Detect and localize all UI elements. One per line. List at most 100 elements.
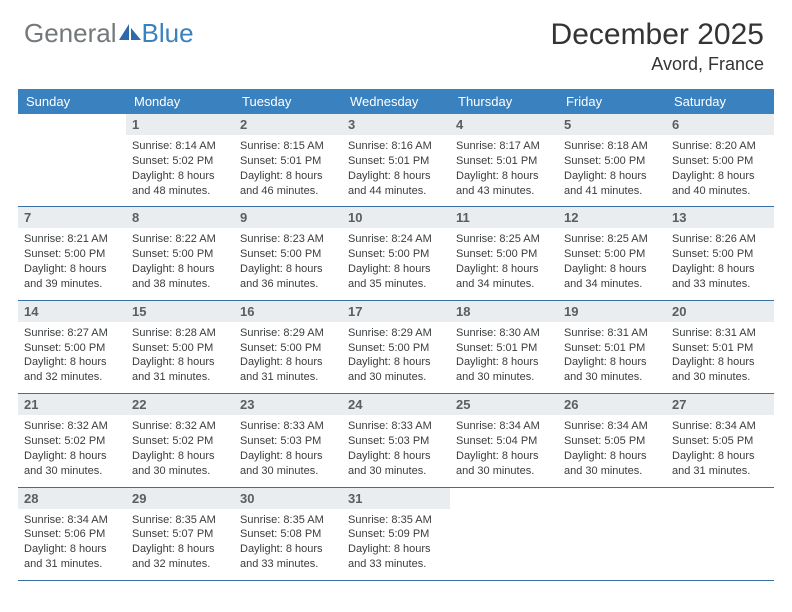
day-number: 25 bbox=[450, 394, 558, 415]
day-cell bbox=[558, 488, 666, 580]
day-details: Sunrise: 8:35 AM Sunset: 5:08 PM Dayligh… bbox=[240, 513, 336, 572]
day-details: Sunrise: 8:25 AM Sunset: 5:00 PM Dayligh… bbox=[564, 232, 660, 291]
day-number: 17 bbox=[342, 301, 450, 322]
day-details: Sunrise: 8:32 AM Sunset: 5:02 PM Dayligh… bbox=[132, 419, 228, 478]
weekday-header: Tuesday bbox=[234, 89, 342, 114]
day-cell: 17 Sunrise: 8:29 AM Sunset: 5:00 PM Dayli… bbox=[342, 301, 450, 393]
day-details: Sunrise: 8:24 AM Sunset: 5:00 PM Dayligh… bbox=[348, 232, 444, 291]
day-details: Sunrise: 8:34 AM Sunset: 5:06 PM Dayligh… bbox=[24, 513, 120, 572]
day-cell: 3 Sunrise: 8:16 AM Sunset: 5:01 PM Daylig… bbox=[342, 114, 450, 206]
day-details: Sunrise: 8:28 AM Sunset: 5:00 PM Dayligh… bbox=[132, 326, 228, 385]
day-cell: 22 Sunrise: 8:32 AM Sunset: 5:02 PM Dayli… bbox=[126, 394, 234, 486]
week-row: 28 Sunrise: 8:34 AM Sunset: 5:06 PM Dayli… bbox=[18, 488, 774, 581]
day-cell: 7Sunrise: 8:21 AM Sunset: 5:00 PM Daylig… bbox=[18, 207, 126, 299]
day-number: 24 bbox=[342, 394, 450, 415]
day-details: Sunrise: 8:26 AM Sunset: 5:00 PM Dayligh… bbox=[672, 232, 768, 291]
day-details: Sunrise: 8:34 AM Sunset: 5:04 PM Dayligh… bbox=[456, 419, 552, 478]
day-number: 10 bbox=[342, 207, 450, 228]
day-number: 18 bbox=[450, 301, 558, 322]
day-details: Sunrise: 8:33 AM Sunset: 5:03 PM Dayligh… bbox=[240, 419, 336, 478]
day-cell bbox=[666, 488, 774, 580]
day-details: Sunrise: 8:25 AM Sunset: 5:00 PM Dayligh… bbox=[456, 232, 552, 291]
week-row: 21 Sunrise: 8:32 AM Sunset: 5:02 PM Dayli… bbox=[18, 394, 774, 487]
day-details: Sunrise: 8:16 AM Sunset: 5:01 PM Dayligh… bbox=[348, 139, 444, 198]
day-details: Sunrise: 8:32 AM Sunset: 5:02 PM Dayligh… bbox=[24, 419, 120, 478]
day-cell: 23 Sunrise: 8:33 AM Sunset: 5:03 PM Dayli… bbox=[234, 394, 342, 486]
day-number: 3 bbox=[342, 114, 450, 135]
day-number: 16 bbox=[234, 301, 342, 322]
day-details: Sunrise: 8:14 AM Sunset: 5:02 PM Dayligh… bbox=[132, 139, 228, 198]
day-details: Sunrise: 8:29 AM Sunset: 5:00 PM Dayligh… bbox=[240, 326, 336, 385]
day-number: 11 bbox=[450, 207, 558, 228]
day-details: Sunrise: 8:18 AM Sunset: 5:00 PM Dayligh… bbox=[564, 139, 660, 198]
day-details: Sunrise: 8:29 AM Sunset: 5:00 PM Dayligh… bbox=[348, 326, 444, 385]
day-details: Sunrise: 8:21 AM Sunset: 5:00 PM Dayligh… bbox=[24, 232, 120, 291]
day-cell: 18Sunrise: 8:30 AM Sunset: 5:01 PM Dayli… bbox=[450, 301, 558, 393]
calendar: Sunday Monday Tuesday Wednesday Thursday… bbox=[18, 89, 774, 581]
day-cell: 25 Sunrise: 8:34 AM Sunset: 5:04 PM Dayli… bbox=[450, 394, 558, 486]
weekday-header: Thursday bbox=[450, 89, 558, 114]
day-cell: 10 Sunrise: 8:24 AM Sunset: 5:00 PM Dayli… bbox=[342, 207, 450, 299]
weekday-header: Friday bbox=[558, 89, 666, 114]
day-number: 27 bbox=[666, 394, 774, 415]
day-number: 6 bbox=[666, 114, 774, 135]
day-details: Sunrise: 8:17 AM Sunset: 5:01 PM Dayligh… bbox=[456, 139, 552, 198]
day-details: Sunrise: 8:20 AM Sunset: 5:00 PM Dayligh… bbox=[672, 139, 768, 198]
day-cell bbox=[18, 114, 126, 206]
day-cell: 31 Sunrise: 8:35 AM Sunset: 5:09 PM Dayli… bbox=[342, 488, 450, 580]
weekday-header: Wednesday bbox=[342, 89, 450, 114]
day-number: 31 bbox=[342, 488, 450, 509]
day-number: 12 bbox=[558, 207, 666, 228]
day-number: 22 bbox=[126, 394, 234, 415]
week-row: 14Sunrise: 8:27 AM Sunset: 5:00 PM Dayli… bbox=[18, 301, 774, 394]
day-cell: 1Sunrise: 8:14 AM Sunset: 5:02 PM Daylig… bbox=[126, 114, 234, 206]
day-number: 2 bbox=[234, 114, 342, 135]
day-number: 21 bbox=[18, 394, 126, 415]
day-number: 15 bbox=[126, 301, 234, 322]
day-details: Sunrise: 8:33 AM Sunset: 5:03 PM Dayligh… bbox=[348, 419, 444, 478]
day-cell: 28 Sunrise: 8:34 AM Sunset: 5:06 PM Dayli… bbox=[18, 488, 126, 580]
day-details: Sunrise: 8:27 AM Sunset: 5:00 PM Dayligh… bbox=[24, 326, 120, 385]
logo: General Blue bbox=[24, 18, 194, 49]
day-cell bbox=[450, 488, 558, 580]
day-cell: 16 Sunrise: 8:29 AM Sunset: 5:00 PM Dayli… bbox=[234, 301, 342, 393]
day-cell: 2 Sunrise: 8:15 AM Sunset: 5:01 PM Daylig… bbox=[234, 114, 342, 206]
day-number: 23 bbox=[234, 394, 342, 415]
week-row: 1Sunrise: 8:14 AM Sunset: 5:02 PM Daylig… bbox=[18, 114, 774, 207]
logo-sail-icon bbox=[119, 18, 141, 49]
day-details: Sunrise: 8:35 AM Sunset: 5:09 PM Dayligh… bbox=[348, 513, 444, 572]
day-number: 5 bbox=[558, 114, 666, 135]
day-cell: 13 Sunrise: 8:26 AM Sunset: 5:00 PM Dayli… bbox=[666, 207, 774, 299]
day-cell: 26 Sunrise: 8:34 AM Sunset: 5:05 PM Dayli… bbox=[558, 394, 666, 486]
day-cell: 9 Sunrise: 8:23 AM Sunset: 5:00 PM Daylig… bbox=[234, 207, 342, 299]
day-details: Sunrise: 8:23 AM Sunset: 5:00 PM Dayligh… bbox=[240, 232, 336, 291]
day-cell: 29 Sunrise: 8:35 AM Sunset: 5:07 PM Dayli… bbox=[126, 488, 234, 580]
weeks-grid: 1Sunrise: 8:14 AM Sunset: 5:02 PM Daylig… bbox=[18, 114, 774, 581]
location: Avord, France bbox=[551, 54, 764, 75]
day-details: Sunrise: 8:34 AM Sunset: 5:05 PM Dayligh… bbox=[564, 419, 660, 478]
day-cell: 4Sunrise: 8:17 AM Sunset: 5:01 PM Daylig… bbox=[450, 114, 558, 206]
day-number: 26 bbox=[558, 394, 666, 415]
logo-text-blue: Blue bbox=[142, 18, 194, 49]
day-details: Sunrise: 8:15 AM Sunset: 5:01 PM Dayligh… bbox=[240, 139, 336, 198]
day-number: 29 bbox=[126, 488, 234, 509]
day-number: 9 bbox=[234, 207, 342, 228]
title-block: December 2025 Avord, France bbox=[551, 18, 764, 75]
day-details: Sunrise: 8:35 AM Sunset: 5:07 PM Dayligh… bbox=[132, 513, 228, 572]
day-cell: 21 Sunrise: 8:32 AM Sunset: 5:02 PM Dayli… bbox=[18, 394, 126, 486]
day-cell: 24 Sunrise: 8:33 AM Sunset: 5:03 PM Dayli… bbox=[342, 394, 450, 486]
day-cell: 11 Sunrise: 8:25 AM Sunset: 5:00 PM Dayli… bbox=[450, 207, 558, 299]
weekday-header: Saturday bbox=[666, 89, 774, 114]
day-number: 8 bbox=[126, 207, 234, 228]
day-number: 28 bbox=[18, 488, 126, 509]
day-cell: 20Sunrise: 8:31 AM Sunset: 5:01 PM Dayli… bbox=[666, 301, 774, 393]
day-details: Sunrise: 8:34 AM Sunset: 5:05 PM Dayligh… bbox=[672, 419, 768, 478]
day-cell: 15 Sunrise: 8:28 AM Sunset: 5:00 PM Dayli… bbox=[126, 301, 234, 393]
day-details: Sunrise: 8:31 AM Sunset: 5:01 PM Dayligh… bbox=[564, 326, 660, 385]
day-number: 13 bbox=[666, 207, 774, 228]
day-number: 19 bbox=[558, 301, 666, 322]
day-cell: 8Sunrise: 8:22 AM Sunset: 5:00 PM Daylig… bbox=[126, 207, 234, 299]
day-cell: 6 Sunrise: 8:20 AM Sunset: 5:00 PM Daylig… bbox=[666, 114, 774, 206]
header: General Blue December 2025 Avord, France bbox=[0, 0, 792, 81]
day-number: 30 bbox=[234, 488, 342, 509]
